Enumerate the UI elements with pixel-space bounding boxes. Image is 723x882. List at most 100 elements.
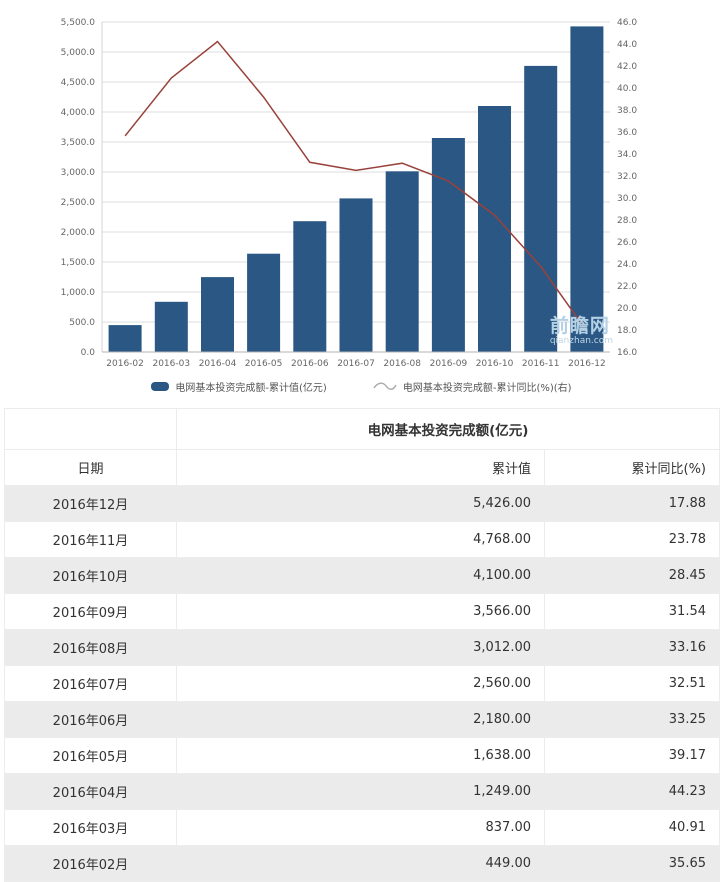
svg-text:2016-12: 2016-12 <box>568 359 606 369</box>
line-curve-icon <box>373 382 397 390</box>
svg-text:2016-02: 2016-02 <box>106 359 144 369</box>
yoy-cell: 23.78 <box>544 521 720 558</box>
table-row: 2016年11月 4,768.00 23.78 <box>4 521 720 558</box>
svg-text:34.0: 34.0 <box>617 150 637 160</box>
value-cell: 4,100.00 <box>176 557 545 594</box>
bar <box>431 138 465 352</box>
yoy-cell: 35.65 <box>544 845 720 882</box>
table-row: 2016年03月 837.00 40.91 <box>4 809 720 846</box>
table-row: 2016年07月 2,560.00 32.51 <box>4 665 720 702</box>
bar <box>108 325 142 352</box>
svg-text:1,000.0: 1,000.0 <box>61 288 96 298</box>
value-cell: 2,180.00 <box>176 701 545 738</box>
bar <box>570 26 604 353</box>
legend-bar-label: 电网基本投资完成额-累计值(亿元) <box>175 383 327 394</box>
table-title-row: 电网基本投资完成额(亿元) <box>4 408 720 450</box>
bar <box>339 198 373 352</box>
table-title-spacer <box>4 408 177 450</box>
svg-text:4,500.0: 4,500.0 <box>61 78 96 88</box>
svg-text:2016-05: 2016-05 <box>245 359 283 369</box>
value-cell: 3,566.00 <box>176 593 545 630</box>
bar <box>478 106 511 352</box>
table-row: 2016年12月 5,426.00 17.88 <box>4 485 720 522</box>
svg-text:2016-11: 2016-11 <box>522 359 560 369</box>
svg-text:0.0: 0.0 <box>81 348 96 358</box>
column-header-yoy: 累计同比(%) <box>544 449 720 486</box>
svg-text:38.0: 38.0 <box>617 106 637 116</box>
bar <box>201 277 234 352</box>
svg-text:24.0: 24.0 <box>617 260 637 270</box>
svg-text:500.0: 500.0 <box>69 318 95 328</box>
bar <box>524 65 558 353</box>
svg-text:20.0: 20.0 <box>617 304 637 314</box>
svg-text:4,000.0: 4,000.0 <box>61 108 96 118</box>
svg-text:2016-06: 2016-06 <box>291 359 329 369</box>
svg-text:32.0: 32.0 <box>617 172 637 182</box>
yoy-cell: 31.54 <box>544 593 720 630</box>
date-cell: 2016年12月 <box>4 485 177 522</box>
yoy-cell: 33.25 <box>544 701 720 738</box>
table-header-row: 日期 累计值 累计同比(%) <box>4 449 720 486</box>
svg-text:18.0: 18.0 <box>617 326 637 336</box>
svg-text:44.0: 44.0 <box>617 40 637 50</box>
date-cell: 2016年11月 <box>4 521 177 558</box>
table-row: 2016年02月 449.00 35.65 <box>4 845 720 882</box>
value-cell: 3,012.00 <box>176 629 545 666</box>
bar-swatch-icon <box>151 382 170 391</box>
svg-text:36.0: 36.0 <box>617 128 637 138</box>
value-cell: 1,249.00 <box>176 773 545 810</box>
svg-text:3,500.0: 3,500.0 <box>61 138 96 148</box>
chart-canvas: 0.0 500.0 1,000.0 1,500.0 2,000.0 2,500.0 3,00… <box>61 18 638 369</box>
svg-text:1,500.0: 1,500.0 <box>61 258 96 268</box>
x-axis-labels: 2016-02 2016-03 2016-04 2016-05 2016-06 2016-… <box>106 359 605 369</box>
data-table: 电网基本投资完成额(亿元) 日期 累计值 累计同比(%) 2016年12月 5,4… <box>4 408 720 882</box>
value-cell: 2,560.00 <box>176 665 545 702</box>
bar <box>247 253 281 352</box>
date-cell: 2016年05月 <box>4 737 177 774</box>
table-row: 2016年06月 2,180.00 33.25 <box>4 701 720 738</box>
svg-text:2016-07: 2016-07 <box>337 359 375 369</box>
svg-text:2016-03: 2016-03 <box>152 359 190 369</box>
svg-text:22.0: 22.0 <box>617 282 637 292</box>
svg-text:16.0: 16.0 <box>617 348 637 358</box>
svg-text:2016-09: 2016-09 <box>430 359 468 369</box>
value-cell: 4,768.00 <box>176 521 545 558</box>
yoy-cell: 28.45 <box>544 557 720 594</box>
bar <box>293 221 327 352</box>
left-axis-labels: 0.0 500.0 1,000.0 1,500.0 2,000.0 2,500.0 3,00… <box>61 18 96 358</box>
date-cell: 2016年06月 <box>4 701 177 738</box>
date-cell: 2016年03月 <box>4 809 177 846</box>
value-cell: 5,426.00 <box>176 485 545 522</box>
svg-text:3,000.0: 3,000.0 <box>61 168 96 178</box>
date-cell: 2016年08月 <box>4 629 177 666</box>
svg-text:5,000.0: 5,000.0 <box>61 48 96 58</box>
column-header-date: 日期 <box>4 449 177 486</box>
legend-item-line: 电网基本投资完成额-累计同比(%)(右) <box>373 379 572 394</box>
table-row: 2016年09月 3,566.00 31.54 <box>4 593 720 630</box>
yoy-cell: 40.91 <box>544 809 720 846</box>
yoy-cell: 44.23 <box>544 773 720 810</box>
table-row: 2016年08月 3,012.00 33.16 <box>4 629 720 666</box>
bar <box>154 301 188 352</box>
legend-line-label: 电网基本投资完成额-累计同比(%)(右) <box>402 383 572 394</box>
date-cell: 2016年04月 <box>4 773 177 810</box>
right-axis-labels: 16.0 18.0 20.0 22.0 24.0 26.0 28.0 30.0 32.0 34.0… <box>617 18 637 358</box>
table-row: 2016年05月 1,638.00 39.17 <box>4 737 720 774</box>
value-cell: 449.00 <box>176 845 545 882</box>
bar <box>385 171 419 352</box>
svg-text:28.0: 28.0 <box>617 216 637 226</box>
bar-series <box>108 26 604 353</box>
svg-text:46.0: 46.0 <box>617 18 637 28</box>
svg-text:2016-08: 2016-08 <box>383 359 421 369</box>
svg-text:42.0: 42.0 <box>617 62 637 72</box>
svg-text:30.0: 30.0 <box>617 194 637 204</box>
svg-text:2,000.0: 2,000.0 <box>61 228 96 238</box>
svg-text:40.0: 40.0 <box>617 84 637 94</box>
column-header-value: 累计值 <box>176 449 545 486</box>
yoy-cell: 33.16 <box>544 629 720 666</box>
legend-item-bar: 电网基本投资完成额-累计值(亿元) <box>151 379 327 394</box>
table-row: 2016年04月 1,249.00 44.23 <box>4 773 720 810</box>
date-cell: 2016年09月 <box>4 593 177 630</box>
yoy-cell: 17.88 <box>544 485 720 522</box>
value-cell: 1,638.00 <box>176 737 545 774</box>
